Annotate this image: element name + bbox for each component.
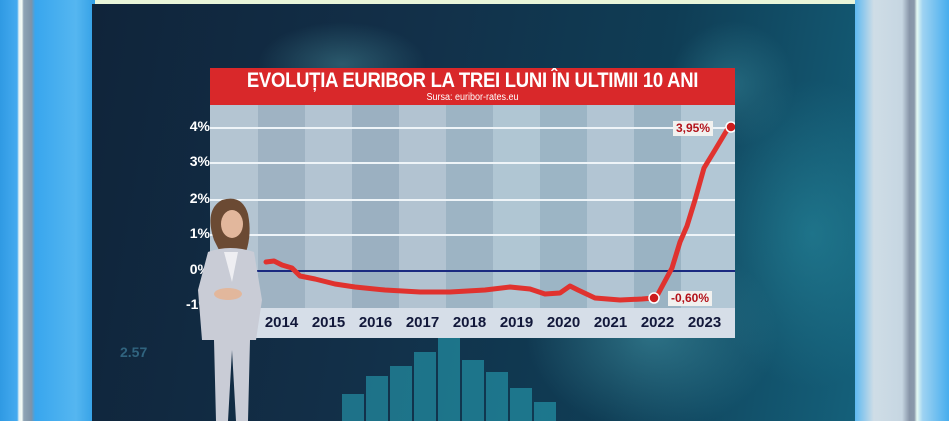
studio-frame-right [855,0,949,421]
x-axis-band [210,308,735,338]
x-tick-label: 2018 [452,314,487,331]
y-tick-label: 4% [189,118,210,134]
euribor-chart: EVOLUȚIA EURIBOR LA TREI LUNI ÎN ULTIMII… [210,68,735,338]
studio-top-edge [0,0,949,4]
studio-frame-left [0,0,95,421]
min-point-marker [648,292,660,304]
min-value-callout: -0,60% [668,291,713,306]
chart-title-banner: EVOLUȚIA EURIBOR LA TREI LUNI ÎN ULTIMII… [210,68,735,105]
euribor-line [263,123,735,303]
chart-lines [210,121,735,304]
y-tick-label: 3% [189,153,210,169]
x-tick-label: 2014 [264,314,299,331]
x-tick-label: 2015 [311,314,346,331]
max-value-callout: 3,95% [673,121,714,136]
x-tick-label: 2021 [593,314,628,331]
x-tick-label: 2020 [546,314,581,331]
presenter-figure [198,198,262,421]
x-tick-label: 2022 [640,314,675,331]
x-tick-label: 2017 [405,314,440,331]
chart-title: EVOLUȚIA EURIBOR LA TREI LUNI ÎN ULTIMII… [246,69,699,92]
gridlines [210,127,735,236]
y-tick-label: 2% [189,190,210,206]
x-tick-label: 2016 [358,314,393,331]
x-tick-label: 2019 [499,314,534,331]
background-number: 2.57 [120,344,148,360]
max-point-marker [725,121,735,133]
y-tick-label: 1% [189,225,210,241]
x-tick-label: 2023 [687,314,722,331]
chart-source: Sursa: euribor-rates.eu [426,92,519,103]
background-bar-graphic [342,334,602,421]
